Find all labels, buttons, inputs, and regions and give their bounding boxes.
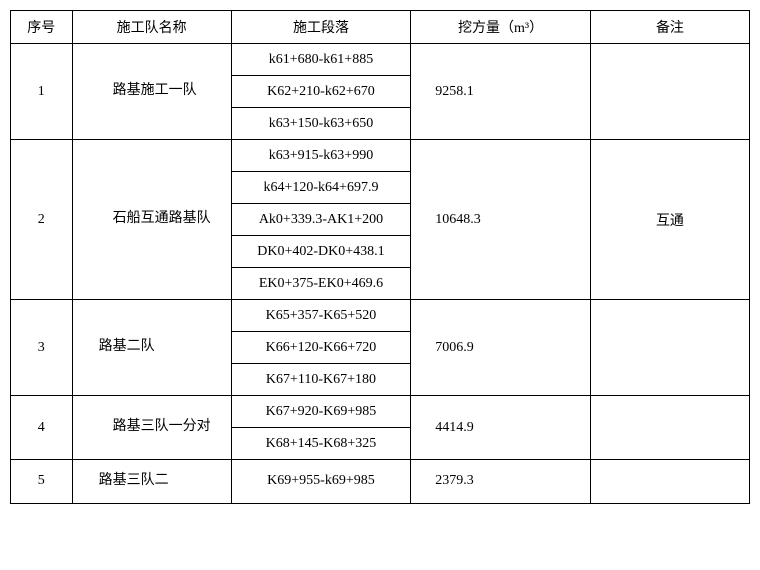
- construction-table: 序号 施工队名称 施工段落 挖方量（m³） 备注 1 路基施工一队 k61+68…: [10, 10, 750, 504]
- note-cell: [590, 300, 749, 396]
- section-cell: DK0+402-DK0+438.1: [231, 236, 411, 268]
- section-cell: K67+110-K67+180: [231, 364, 411, 396]
- header-seq: 序号: [11, 11, 73, 44]
- volume-cell: 9258.1: [411, 44, 591, 140]
- team-cell: 路基二队: [72, 300, 231, 396]
- section-cell: K68+145-K68+325: [231, 428, 411, 460]
- volume-cell: 7006.9: [411, 300, 591, 396]
- table-body: 1 路基施工一队 k61+680-k61+885 9258.1 K62+210-…: [11, 44, 750, 504]
- seq-cell: 1: [11, 44, 73, 140]
- seq-cell: 2: [11, 140, 73, 300]
- section-cell: Ak0+339.3-AK1+200: [231, 204, 411, 236]
- header-row: 序号 施工队名称 施工段落 挖方量（m³） 备注: [11, 11, 750, 44]
- note-cell: [590, 44, 749, 140]
- section-cell: K65+357-K65+520: [231, 300, 411, 332]
- section-cell: K69+955-k69+985: [231, 460, 411, 504]
- section-cell: K67+920-K69+985: [231, 396, 411, 428]
- volume-cell: 4414.9: [411, 396, 591, 460]
- team-cell: 路基施工一队: [72, 44, 231, 140]
- section-cell: K66+120-K66+720: [231, 332, 411, 364]
- table-row: 2 石船互通路基队 k63+915-k63+990 10648.3 互通: [11, 140, 750, 172]
- header-team: 施工队名称: [72, 11, 231, 44]
- section-cell: EK0+375-EK0+469.6: [231, 268, 411, 300]
- seq-cell: 4: [11, 396, 73, 460]
- team-cell: 路基三队二: [72, 460, 231, 504]
- header-section: 施工段落: [231, 11, 411, 44]
- section-cell: K62+210-k62+670: [231, 76, 411, 108]
- section-cell: k61+680-k61+885: [231, 44, 411, 76]
- table-row: 3 路基二队 K65+357-K65+520 7006.9: [11, 300, 750, 332]
- table-row: 5 路基三队二 K69+955-k69+985 2379.3: [11, 460, 750, 504]
- section-cell: k64+120-k64+697.9: [231, 172, 411, 204]
- seq-cell: 5: [11, 460, 73, 504]
- team-cell: 路基三队一分对: [72, 396, 231, 460]
- table-row: 4 路基三队一分对 K67+920-K69+985 4414.9: [11, 396, 750, 428]
- header-volume: 挖方量（m³）: [411, 11, 591, 44]
- header-note: 备注: [590, 11, 749, 44]
- seq-cell: 3: [11, 300, 73, 396]
- section-cell: k63+915-k63+990: [231, 140, 411, 172]
- note-cell: 互通: [590, 140, 749, 300]
- section-cell: k63+150-k63+650: [231, 108, 411, 140]
- team-cell: 石船互通路基队: [72, 140, 231, 300]
- table-row: 1 路基施工一队 k61+680-k61+885 9258.1: [11, 44, 750, 76]
- volume-cell: 2379.3: [411, 460, 591, 504]
- volume-cell: 10648.3: [411, 140, 591, 300]
- note-cell: [590, 396, 749, 460]
- note-cell: [590, 460, 749, 504]
